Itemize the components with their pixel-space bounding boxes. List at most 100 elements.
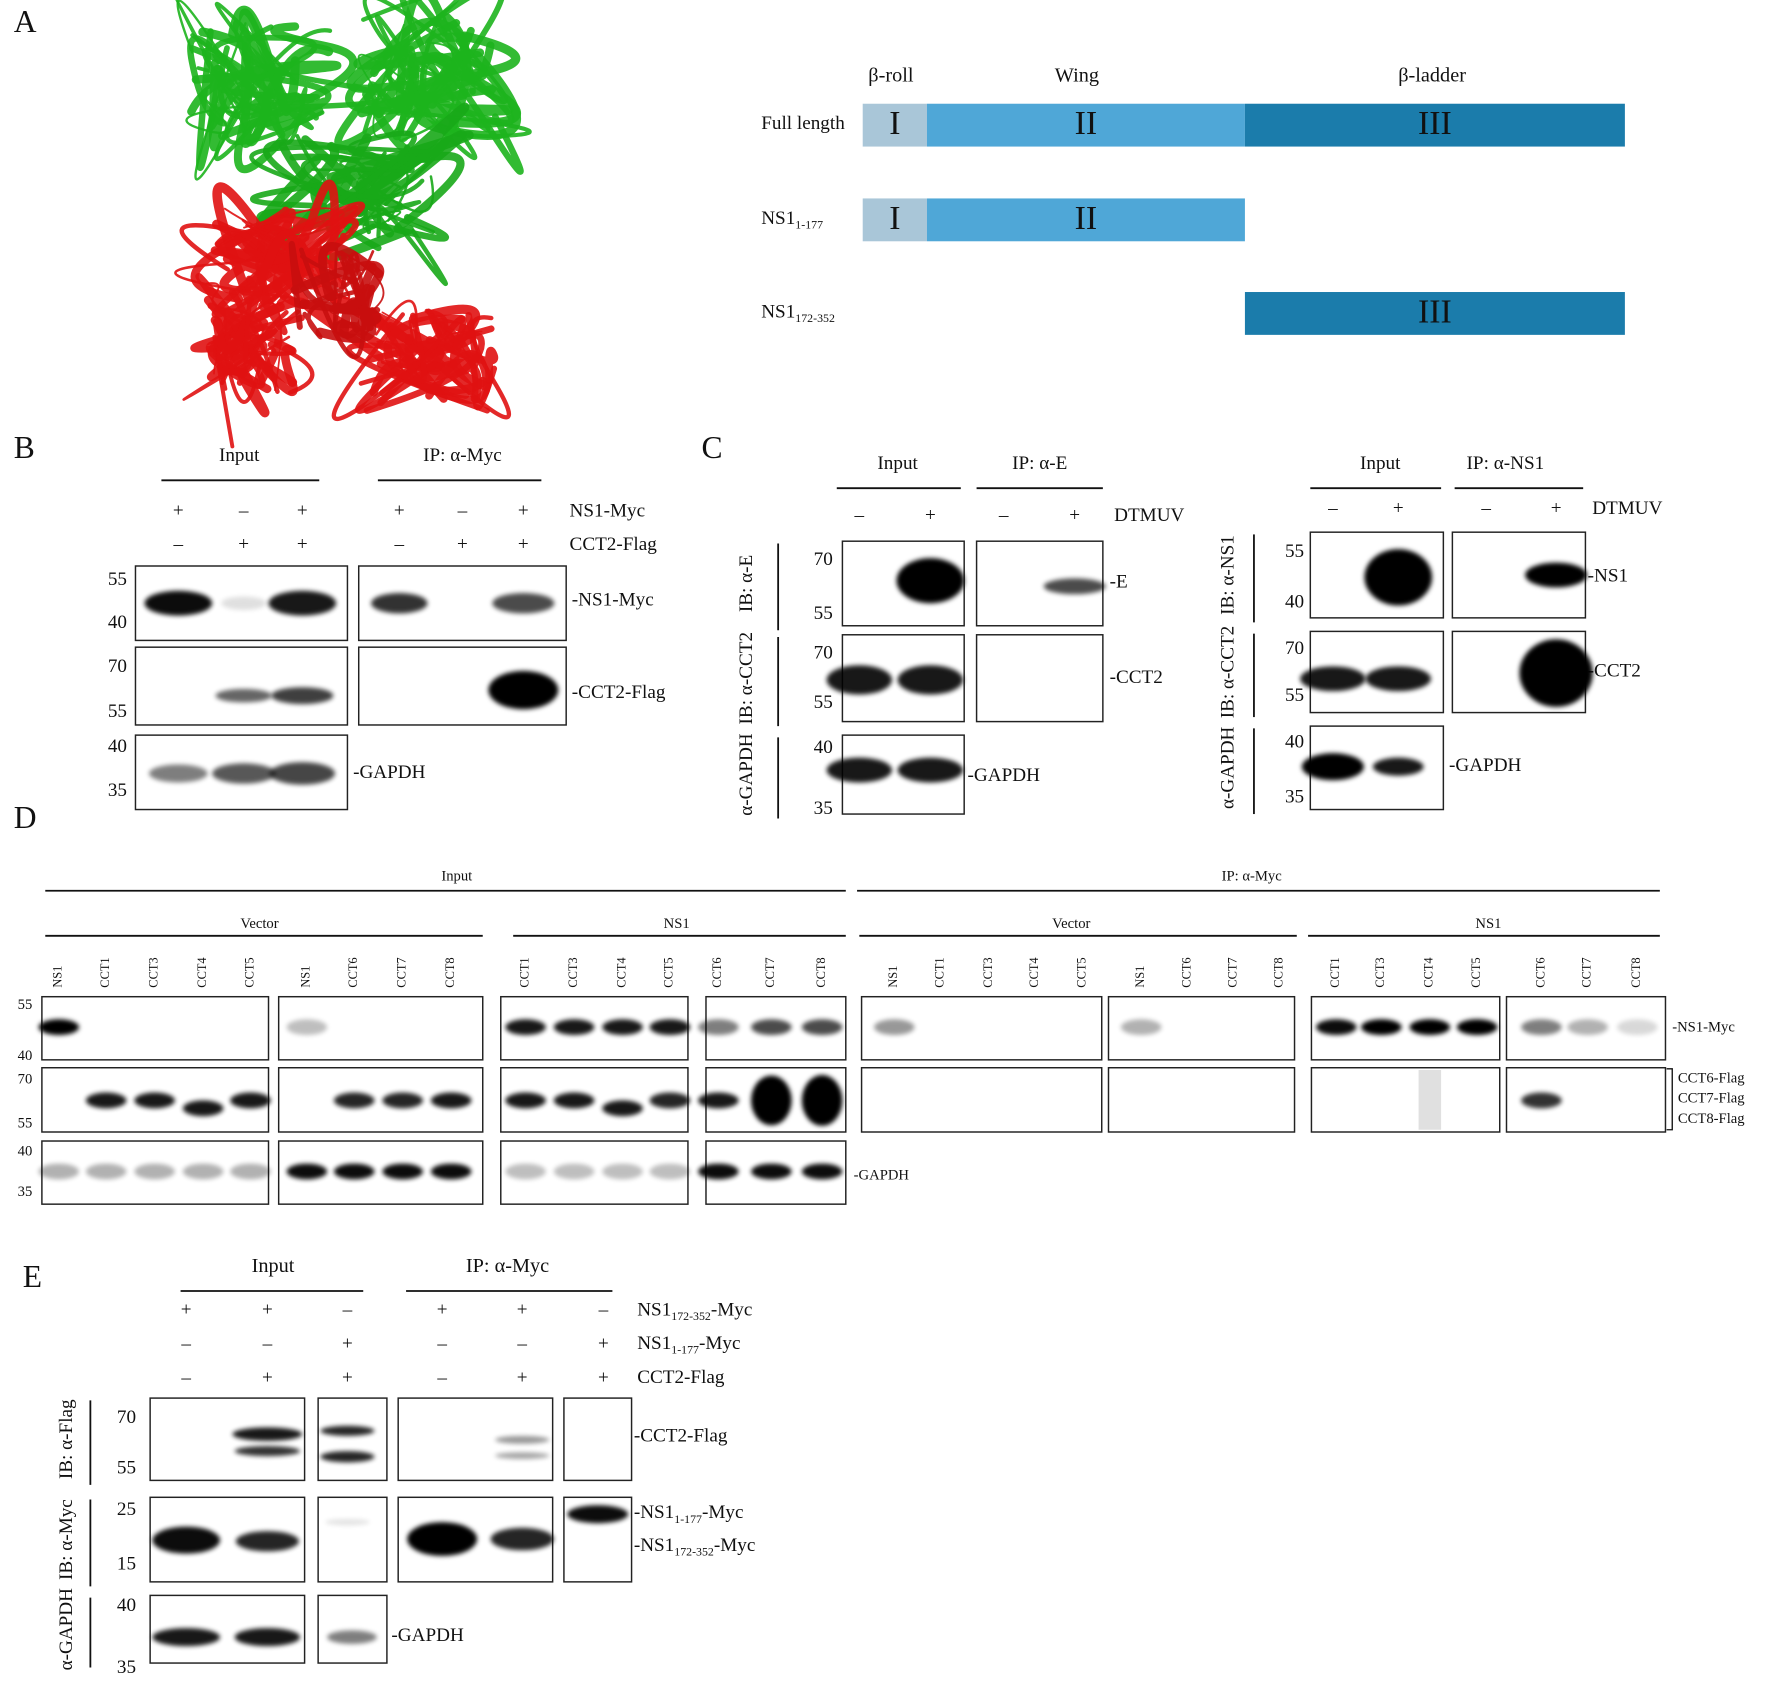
sign: + — [181, 1300, 192, 1321]
protein-ribbon — [408, 304, 491, 391]
protein-ribbon — [386, 312, 428, 384]
protein-ribbon — [189, 45, 321, 101]
blot-band — [215, 688, 272, 703]
blot-band — [896, 558, 965, 604]
blot-band — [1521, 1092, 1562, 1109]
ib-label: IB: α-CCT2 — [1218, 626, 1239, 719]
blot-band — [873, 1019, 915, 1036]
lane-label: CCT1 — [517, 957, 531, 987]
ib-label: IB: α-Myc — [56, 1499, 77, 1580]
sign: + — [238, 534, 249, 555]
protein-ribbon — [267, 341, 315, 395]
condition-name: NS1-Myc — [570, 500, 646, 521]
ib-label: α-GAPDH — [1218, 726, 1239, 809]
panel-label: C — [701, 430, 722, 465]
band-label: -GAPDH — [391, 1626, 464, 1647]
blot-band — [1456, 1019, 1498, 1036]
domain-label: II — [1075, 200, 1098, 237]
label-subscript: 1-177 — [671, 1342, 699, 1356]
band-label: -NS1 — [1588, 566, 1628, 587]
marker: 55 — [814, 692, 833, 713]
domain-bar — [926, 103, 1245, 147]
marker: 35 — [108, 780, 127, 801]
blot-band — [1361, 1019, 1402, 1036]
sign: – — [598, 1300, 609, 1321]
sign: – — [1327, 498, 1338, 519]
blot-band — [826, 665, 893, 695]
condition-name: DTMUV — [1592, 498, 1662, 519]
label-main: NS1 — [761, 302, 795, 323]
protein-ribbon — [301, 185, 402, 237]
marker: 35 — [117, 1657, 136, 1678]
blot-band — [505, 1163, 546, 1180]
blot-band — [495, 1435, 550, 1444]
blot-band — [897, 757, 964, 783]
lane-label: CCT7 — [1225, 957, 1239, 987]
blot-band — [430, 1092, 472, 1109]
sign: + — [925, 505, 936, 526]
marker: 70 — [814, 549, 833, 570]
blot-band — [269, 762, 336, 785]
blot-band — [698, 1163, 739, 1180]
marker: 55 — [18, 997, 33, 1013]
blot-band — [1372, 757, 1424, 776]
blot-band — [826, 757, 893, 783]
blot-frame — [563, 1397, 633, 1482]
blot-band — [271, 687, 334, 705]
domain-label: I — [889, 105, 900, 142]
ib-label: IB: α-NS1 — [1218, 535, 1239, 615]
protein-ribbon — [185, 93, 301, 134]
lane-label: NS1 — [51, 966, 65, 988]
sign: + — [173, 500, 184, 521]
lane-label: CCT5 — [242, 957, 256, 987]
domain-label: II — [1075, 105, 1098, 142]
blot-band — [602, 1100, 643, 1117]
sign: + — [518, 534, 529, 555]
protein-ribbon — [318, 242, 384, 302]
blot-band — [382, 1092, 423, 1109]
blot-band — [602, 1163, 643, 1180]
lane-label: CCT3 — [981, 957, 995, 987]
band-label: -GAPDH — [968, 765, 1041, 786]
band-label: -GAPDH — [1449, 755, 1522, 776]
marker: 40 — [18, 1048, 33, 1064]
sign: – — [457, 500, 468, 521]
marker: 55 — [814, 603, 833, 624]
lane-label: CCT6 — [346, 957, 360, 987]
sign: + — [598, 1367, 609, 1388]
label-main: -GAPDH — [391, 1626, 464, 1647]
protein-ribbon — [205, 282, 236, 311]
lane-label: CCT8 — [443, 957, 457, 987]
blot-band — [602, 1019, 643, 1036]
protein-ribbon — [235, 72, 332, 128]
lane-label: NS1 — [1133, 966, 1147, 988]
blot-band — [698, 1019, 739, 1036]
marker: 70 — [108, 656, 127, 677]
lane-label: CCT7 — [1580, 957, 1594, 987]
protein-ribbon — [223, 207, 335, 237]
lane-label: CCT6 — [1179, 957, 1193, 987]
band-label: -CCT2 — [1110, 667, 1163, 688]
blot-band — [649, 1019, 691, 1036]
blot-band — [553, 1092, 595, 1109]
domain-label: III — [1418, 105, 1452, 142]
blot-band — [182, 1100, 224, 1117]
blot-frame — [860, 1067, 1103, 1133]
protein-ribbon — [207, 302, 278, 362]
group-label: Input — [1360, 453, 1401, 474]
blot-band — [382, 1163, 423, 1180]
label-subscript: 1-177 — [674, 1512, 702, 1526]
sign: + — [517, 1367, 528, 1388]
domain-header: β-roll — [868, 64, 914, 86]
lane-label: CCT8 — [1272, 957, 1286, 987]
lane-label: CCT6 — [1533, 957, 1547, 987]
blot-frame — [317, 1397, 388, 1482]
condition-name: CCT2-Flag — [570, 534, 658, 555]
marker: 40 — [108, 736, 127, 757]
protein-ribbon — [249, 145, 430, 200]
lane-label: NS1 — [886, 966, 900, 988]
protein-ribbon — [176, 0, 245, 115]
label-main: CCT2-Flag — [637, 1367, 725, 1388]
marker: 35 — [18, 1184, 33, 1200]
